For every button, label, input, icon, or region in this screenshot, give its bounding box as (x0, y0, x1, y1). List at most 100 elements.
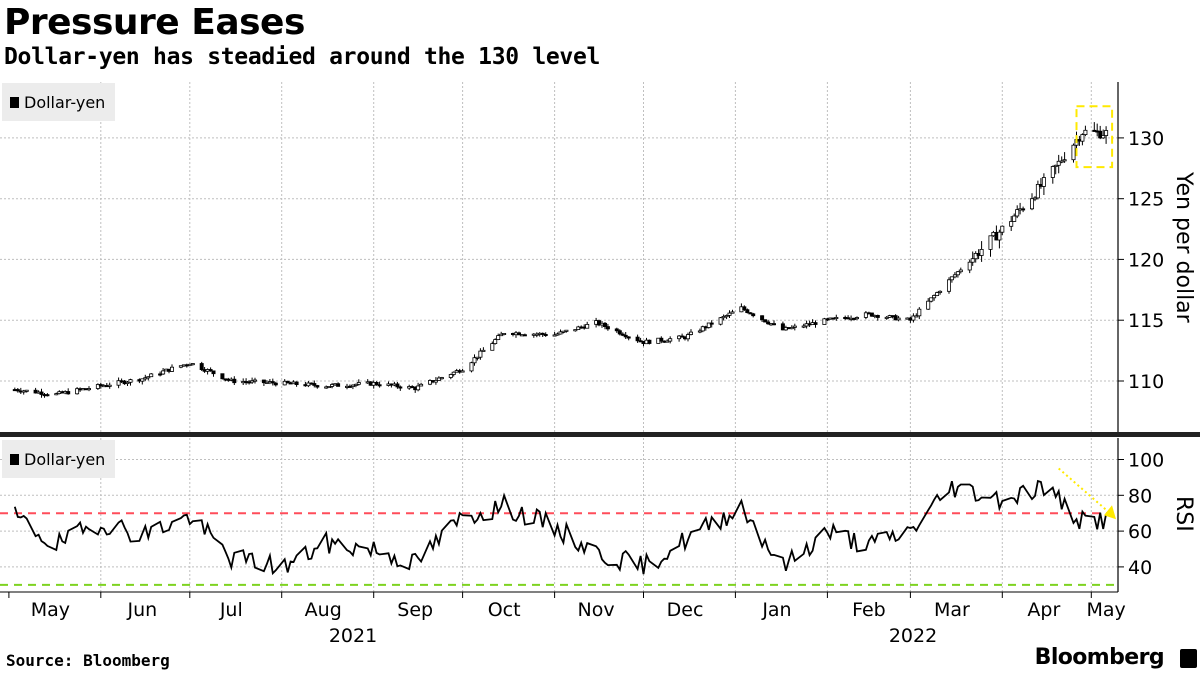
x-tick-label: Apr (1027, 599, 1060, 621)
rsi-tick-label: 60 (1128, 521, 1152, 543)
candle-body (87, 388, 92, 391)
candle-body (614, 328, 619, 332)
candle-body (855, 317, 860, 320)
price-legend: Dollar-yen (2, 83, 116, 121)
candle-body (190, 363, 195, 366)
candle-body (748, 312, 753, 315)
candle-body (801, 325, 806, 328)
price-legend-label: Dollar-yen (24, 92, 106, 112)
trend-arrow (1058, 467, 1111, 514)
x-tick-label: Sep (397, 599, 433, 621)
candle-body (433, 379, 438, 383)
candle-body (665, 340, 670, 343)
candle-body (261, 379, 266, 384)
x-tick-label: Jul (219, 599, 243, 621)
candle-body (481, 349, 486, 352)
candle-body (169, 366, 174, 372)
candle-body (926, 300, 931, 310)
candle-body (573, 329, 578, 332)
x-tick-label: Nov (578, 599, 615, 621)
candle-body (1035, 183, 1040, 199)
candle-body (997, 231, 1002, 241)
x-tick-label: Aug (305, 599, 342, 621)
candle-body (1083, 129, 1088, 136)
candle-body (522, 334, 527, 337)
candle-body (312, 383, 317, 386)
candle-body (1059, 160, 1064, 163)
candle-body (555, 333, 560, 336)
candle-body (1098, 130, 1103, 139)
candle-body (875, 314, 880, 318)
candle-body (39, 391, 44, 395)
candle-body (140, 378, 145, 382)
candle-body (706, 322, 711, 328)
candle-body (914, 315, 919, 318)
candle-body (448, 374, 453, 378)
candle-body (988, 235, 993, 250)
candle-body (564, 329, 569, 332)
candle-body (935, 292, 940, 297)
candle-body (107, 384, 112, 387)
candle-body (955, 271, 960, 276)
candle-body (1053, 164, 1058, 168)
candle-body (585, 323, 590, 329)
chart-title: Pressure Eases (4, 2, 305, 43)
price-axis-title: Yen per dollar (1171, 171, 1196, 324)
candle-body (54, 393, 59, 396)
x-tick-label: Feb (852, 599, 886, 621)
candle-body (763, 319, 768, 323)
candle-body (75, 388, 80, 395)
brand-logo: Bloomberg (1034, 645, 1165, 670)
candle-body (792, 325, 797, 328)
candle-body (973, 252, 978, 260)
candle-body (745, 309, 750, 314)
candle-body (896, 317, 901, 321)
candle-body (478, 350, 483, 358)
candle-body (146, 376, 151, 379)
candle-body (1101, 135, 1106, 139)
candle-body (451, 371, 456, 375)
candle-body (1071, 144, 1076, 161)
x-tick-label: Dec (667, 599, 704, 621)
candle-body (436, 377, 441, 381)
candle-body (493, 339, 498, 345)
candle-body (724, 315, 729, 318)
x-tick-label: May (1086, 599, 1125, 621)
candle-body (336, 383, 341, 387)
x-tick-label: Mar (934, 599, 970, 621)
x-tick-label: Jun (127, 599, 158, 621)
candle-body (1012, 215, 1017, 222)
y-tick-label: 120 (1128, 249, 1164, 271)
source-note: Source: Bloomberg (6, 651, 170, 670)
candle-body (199, 363, 204, 370)
x-tick-label: May (31, 599, 70, 621)
rsi-legend-label: Dollar-yen (24, 449, 106, 469)
legend-swatch (10, 453, 19, 465)
candle-body (416, 385, 421, 391)
candle-body (938, 290, 943, 293)
candle-body (294, 381, 299, 385)
candle-body (626, 336, 631, 339)
candle-body (377, 384, 382, 387)
candle-body (1062, 159, 1067, 162)
trend-arrow-head (1104, 505, 1116, 520)
candle-body (419, 383, 424, 387)
candle-body (780, 323, 785, 331)
candle-body (686, 334, 691, 340)
candle-body (374, 381, 379, 386)
candle-body (697, 330, 702, 333)
candle-body (116, 380, 121, 386)
rsi-legend: Dollar-yen (2, 440, 116, 478)
chart-subtitle: Dollar-yen has steadied around the 130 l… (4, 44, 601, 70)
candle-body (1015, 209, 1020, 217)
candle-body (95, 384, 100, 389)
candle-body (813, 322, 818, 325)
candle-body (66, 391, 71, 395)
candle-body (45, 394, 50, 397)
candle-body (751, 313, 756, 317)
candle-body (208, 369, 213, 372)
candle-body (623, 334, 628, 338)
candle-body (1080, 134, 1085, 142)
candle-body (315, 385, 320, 388)
